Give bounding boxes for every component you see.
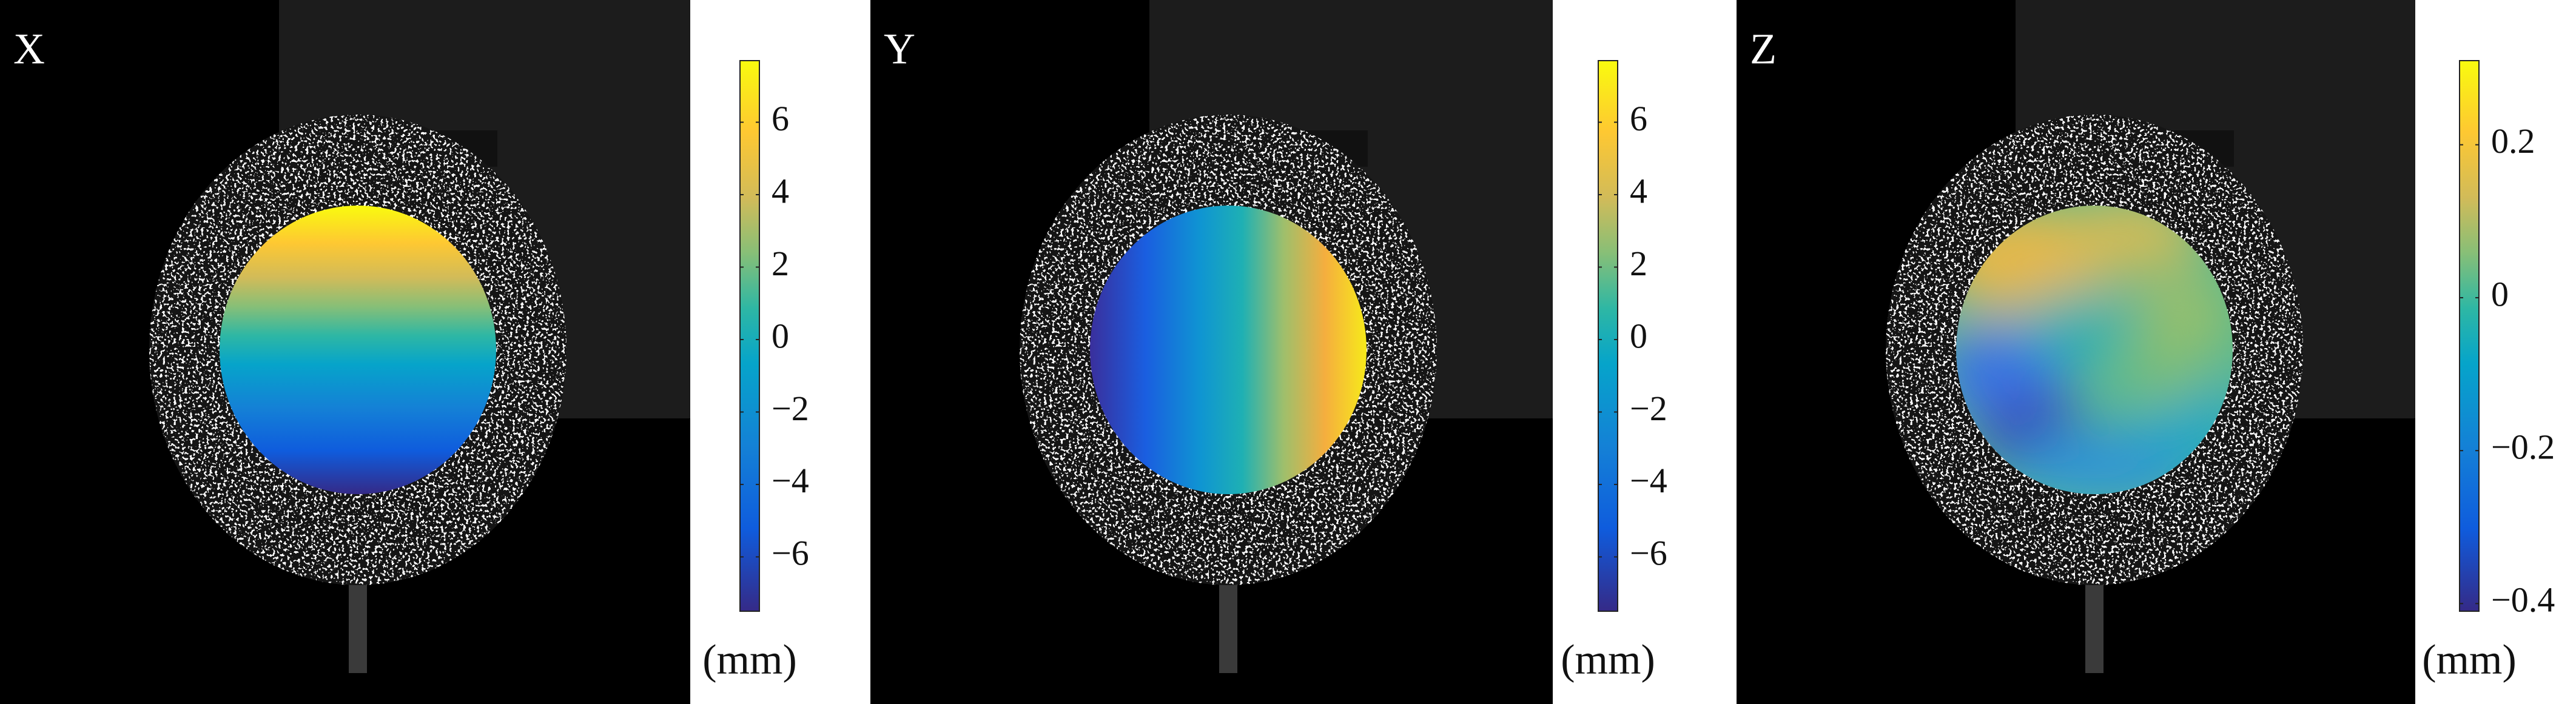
field-patch xyxy=(2022,289,2131,362)
colorbar-tick-label: 6 xyxy=(772,99,789,138)
colorbar-unit: (mm) xyxy=(702,637,797,683)
colorbar-tick-label: 0 xyxy=(2491,274,2509,313)
field-patches xyxy=(1956,206,2233,494)
colorbar-tick-label: 2 xyxy=(772,244,789,283)
colorbar-unit: (mm) xyxy=(1561,637,1655,683)
panel-label: X xyxy=(13,25,45,73)
panel: Y −6 −4 −2 0 2 4 6 (mm) xyxy=(870,0,1667,704)
colorbar-tick-label: 0.2 xyxy=(2491,121,2535,161)
displacement-field xyxy=(1090,206,1367,494)
panel: Z −0.4 −0.2 0 0.2 (mm) xyxy=(1737,0,2555,704)
colorbar xyxy=(2459,60,2480,612)
field-fill xyxy=(1090,206,1367,494)
field-fill xyxy=(220,206,496,494)
colorbar-tick-label: 6 xyxy=(1630,99,1647,138)
colorbar-tick-label: −0.4 xyxy=(2491,580,2555,620)
panel-label: Y xyxy=(884,25,915,73)
colorbar-tick-label: −2 xyxy=(772,389,809,428)
displacement-field xyxy=(220,206,496,494)
colorbar-tick-label: −4 xyxy=(772,461,809,500)
colorbar-unit: (mm) xyxy=(2422,637,2517,683)
colorbar-tick-label: −4 xyxy=(1630,461,1667,500)
colorbar-tick-label: −6 xyxy=(1630,534,1667,573)
colorbar-tick-label: 0 xyxy=(772,316,789,355)
displacement-field xyxy=(1956,206,2233,494)
panel-label: Z xyxy=(1750,25,1777,73)
colorbar xyxy=(739,60,760,612)
colorbar-tick-label: 2 xyxy=(1630,244,1647,283)
field-patch xyxy=(2137,277,2233,350)
colorbar-tick-label: 4 xyxy=(1630,171,1647,210)
colorbar-tick-label: −2 xyxy=(1630,389,1667,428)
colorbar-tick-label: −6 xyxy=(772,534,809,573)
panel: X −6 −4 −2 0 2 4 6 (mm) xyxy=(0,0,809,704)
colorbar-tick-label: −0.2 xyxy=(2491,427,2555,466)
colorbar-tick-label: 4 xyxy=(772,171,789,210)
colorbar-tick-label: 0 xyxy=(1630,316,1647,355)
field-patch xyxy=(2125,332,2210,404)
colorbar xyxy=(1598,60,1618,612)
